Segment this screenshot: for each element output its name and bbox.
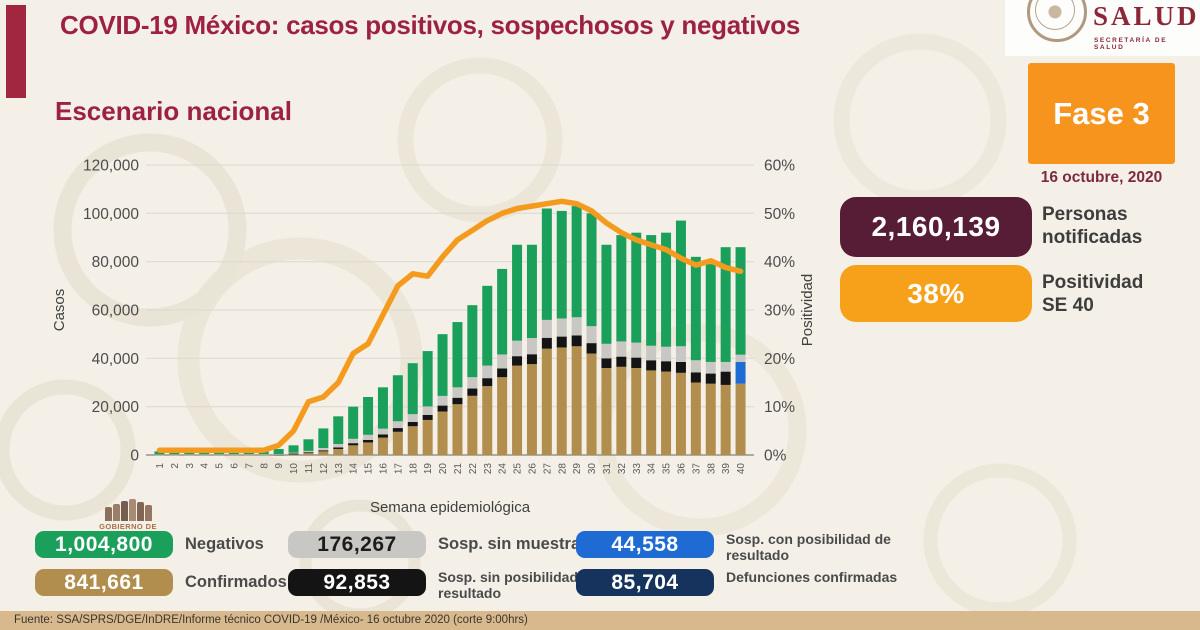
svg-text:8: 8 bbox=[259, 463, 270, 469]
svg-text:23: 23 bbox=[483, 463, 494, 475]
svg-text:31: 31 bbox=[602, 463, 613, 475]
svg-text:20%: 20% bbox=[764, 351, 795, 368]
svg-text:40%: 40% bbox=[764, 254, 795, 271]
svg-text:Semana epidemiológica: Semana epidemiológica bbox=[370, 499, 531, 516]
svg-text:30%: 30% bbox=[764, 303, 795, 320]
svg-text:9: 9 bbox=[274, 463, 285, 469]
source-footer: Fuente: SSA/SPRS/DGE/InDRE/Informe técni… bbox=[0, 611, 1200, 630]
salud-logo: SALUD SECRETARÍA DE SALUD bbox=[1005, 0, 1200, 56]
svg-text:34: 34 bbox=[647, 463, 658, 475]
watermark-text: GOBIERNO DE bbox=[99, 522, 157, 531]
svg-text:28: 28 bbox=[557, 463, 568, 475]
svg-text:13: 13 bbox=[334, 463, 345, 475]
svg-text:50%: 50% bbox=[764, 206, 795, 223]
svg-text:39: 39 bbox=[721, 463, 732, 475]
legend-value-badge: 176,267 bbox=[288, 531, 426, 558]
svg-text:16: 16 bbox=[379, 463, 390, 475]
notified-label: Personas notificadas bbox=[1042, 204, 1143, 249]
svg-text:25: 25 bbox=[513, 463, 524, 475]
svg-text:60%: 60% bbox=[764, 158, 795, 175]
svg-text:29: 29 bbox=[572, 463, 583, 475]
svg-text:10: 10 bbox=[289, 463, 300, 475]
accent-bar bbox=[6, 5, 26, 98]
svg-text:30: 30 bbox=[587, 463, 598, 475]
svg-text:14: 14 bbox=[349, 463, 360, 475]
svg-text:17: 17 bbox=[393, 463, 404, 475]
svg-text:7: 7 bbox=[244, 463, 255, 469]
svg-text:35: 35 bbox=[662, 463, 673, 475]
svg-text:11: 11 bbox=[304, 463, 315, 474]
legend-label: Negativos bbox=[185, 535, 264, 553]
svg-text:20: 20 bbox=[438, 463, 449, 475]
svg-text:0%: 0% bbox=[764, 448, 787, 465]
notified-count-badge: 2,160,139 bbox=[840, 197, 1032, 257]
svg-text:37: 37 bbox=[691, 463, 702, 475]
svg-text:36: 36 bbox=[677, 463, 688, 475]
logo-subtitle: SECRETARÍA DE SALUD bbox=[1094, 37, 1168, 51]
svg-text:24: 24 bbox=[498, 463, 509, 475]
government-seal-icon bbox=[1027, 0, 1087, 42]
svg-text:38: 38 bbox=[706, 463, 717, 475]
page-title: COVID-19 México: casos positivos, sospec… bbox=[60, 10, 801, 40]
legend-label: Sosp. sin muestra bbox=[438, 535, 581, 553]
svg-text:10%: 10% bbox=[764, 399, 795, 416]
svg-text:27: 27 bbox=[542, 463, 553, 475]
epidemiological-week-chart: 0 20,000 40,000 60,000 80,000 100,000 120,000 0… bbox=[51, 158, 816, 517]
legend-label: Sosp. sin posibilidad de resultado bbox=[438, 569, 599, 601]
svg-text:0: 0 bbox=[130, 448, 139, 465]
svg-text:15: 15 bbox=[364, 463, 375, 475]
svg-text:33: 33 bbox=[632, 463, 643, 475]
svg-text:6: 6 bbox=[229, 463, 240, 469]
svg-text:22: 22 bbox=[468, 463, 479, 475]
svg-text:21: 21 bbox=[453, 463, 464, 475]
phase-date: 16 octubre, 2020 bbox=[1040, 169, 1163, 186]
svg-text:40: 40 bbox=[736, 463, 747, 475]
svg-text:19: 19 bbox=[423, 463, 434, 475]
phase-badge: Fase 3 bbox=[1028, 63, 1175, 164]
legend-value-badge: 1,004,800 bbox=[35, 531, 173, 558]
positivity-label: Positividad SE 40 bbox=[1042, 272, 1144, 317]
svg-text:4: 4 bbox=[200, 463, 211, 469]
svg-text:18: 18 bbox=[408, 463, 419, 475]
svg-text:120,000: 120,000 bbox=[83, 158, 139, 175]
legend-label: Defunciones confirmadas bbox=[726, 569, 898, 585]
svg-text:80,000: 80,000 bbox=[92, 254, 140, 271]
positivity-badge: 38% bbox=[840, 265, 1032, 322]
svg-text:32: 32 bbox=[617, 463, 628, 475]
svg-text:3: 3 bbox=[185, 463, 196, 469]
legend-label: Sosp. con posibilidad de resultado bbox=[726, 531, 891, 563]
historical-figures-icon bbox=[86, 497, 170, 521]
svg-text:26: 26 bbox=[527, 463, 538, 475]
svg-text:100,000: 100,000 bbox=[83, 206, 139, 223]
legend-value-badge: 44,558 bbox=[576, 531, 714, 558]
svg-text:40,000: 40,000 bbox=[92, 351, 140, 368]
svg-text:5: 5 bbox=[215, 463, 226, 469]
logo-name: SALUD bbox=[1093, 1, 1200, 31]
gobierno-de-mexico-watermark: GOBIERNO DE bbox=[86, 497, 170, 531]
source-text: Fuente: SSA/SPRS/DGE/InDRE/Informe técni… bbox=[14, 614, 528, 626]
svg-text:Casos: Casos bbox=[51, 289, 68, 332]
section-title: Escenario nacional bbox=[55, 96, 292, 126]
svg-text:12: 12 bbox=[319, 463, 330, 475]
legend-value-badge: 92,853 bbox=[288, 569, 426, 596]
svg-text:1: 1 bbox=[155, 463, 166, 469]
legend-value-badge: 85,704 bbox=[576, 569, 714, 596]
legend-label: Confirmados bbox=[185, 573, 287, 591]
svg-text:Positividad: Positividad bbox=[799, 274, 816, 347]
svg-text:60,000: 60,000 bbox=[92, 303, 140, 320]
legend-value-badge: 841,661 bbox=[35, 569, 173, 596]
svg-text:20,000: 20,000 bbox=[92, 399, 140, 416]
svg-text:2: 2 bbox=[170, 463, 181, 469]
